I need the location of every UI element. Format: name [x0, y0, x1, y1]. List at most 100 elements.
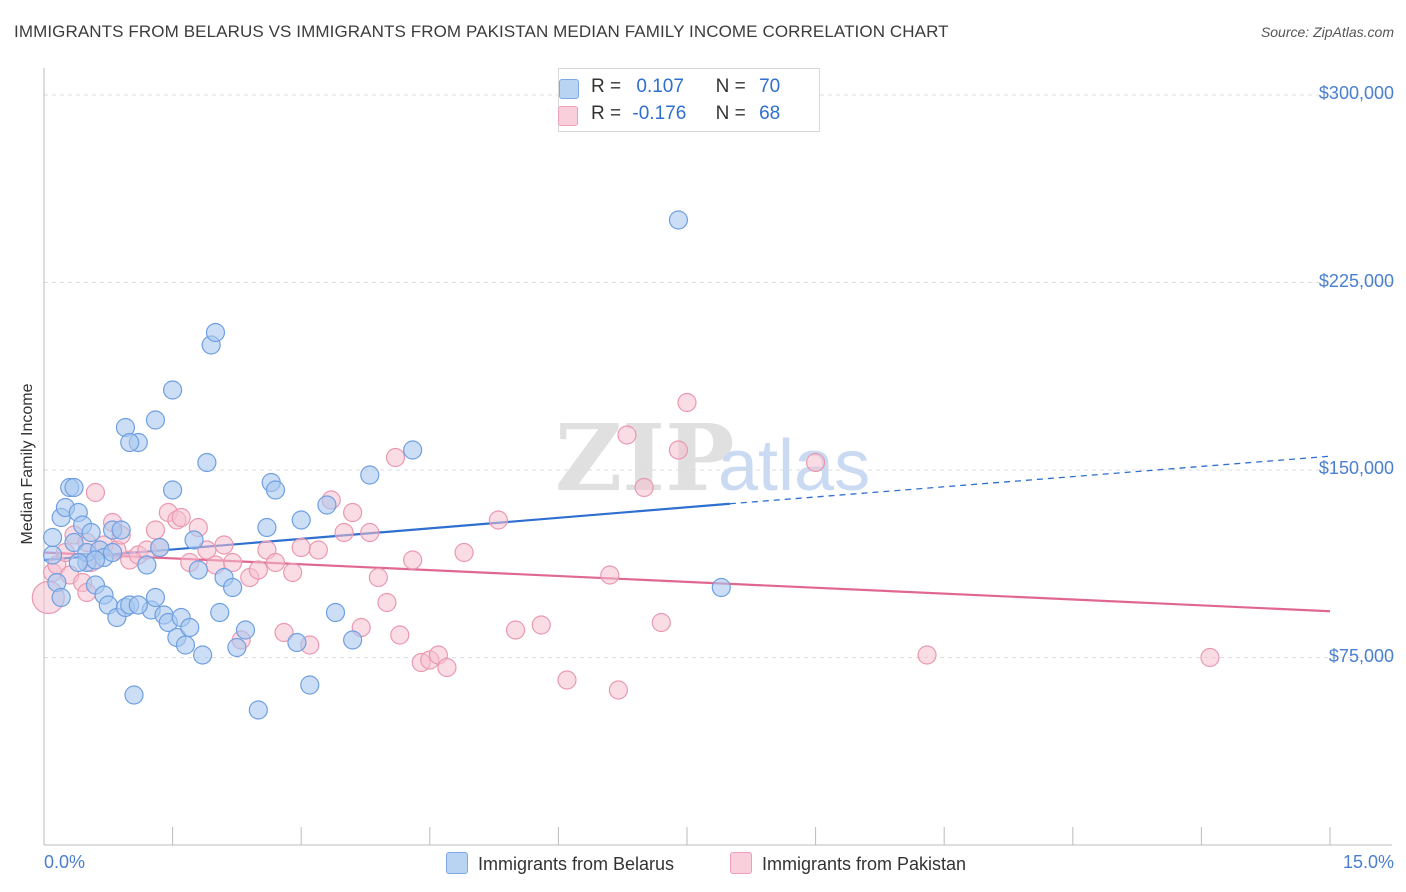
pakistan-points	[31, 392, 1220, 700]
pakistan-point	[600, 565, 620, 585]
belarus-point	[64, 532, 84, 553]
watermark-atlas: atlas	[718, 426, 870, 506]
bottom-legend-swatch-belarus	[446, 852, 468, 874]
legend-row-pakistan: R = -0.176 N = 68	[558, 103, 781, 126]
pakistan-point	[390, 625, 410, 645]
belarus-point	[102, 542, 123, 563]
belarus-point	[325, 602, 346, 623]
pakistan-point	[265, 552, 286, 573]
belarus-point	[175, 635, 196, 655]
belarus-point	[163, 380, 183, 400]
y-tick-label: $150,000	[1318, 458, 1394, 478]
pakistan-point	[437, 657, 457, 678]
pakistan-point	[617, 425, 637, 445]
legend-r-value-pakistan: -0.176	[632, 103, 687, 124]
legend-row-belarus: R = 0.107 N = 70	[559, 76, 780, 99]
belarus-point	[223, 577, 243, 598]
pakistan-point	[385, 447, 406, 468]
pakistan-point	[360, 522, 380, 543]
belarus-point	[711, 577, 731, 598]
pakistan-point	[248, 560, 268, 580]
belarus-point	[205, 322, 226, 343]
belarus-point	[235, 620, 256, 640]
pakistan-point	[283, 562, 303, 583]
x-tick-min: 0.0%	[44, 852, 86, 872]
pakistan-point	[917, 645, 937, 665]
pakistan-point	[308, 540, 328, 560]
pakistan-point	[505, 620, 526, 640]
pakistan-point	[223, 552, 243, 573]
belarus-point	[317, 495, 337, 515]
pakistan-point	[668, 440, 689, 460]
pakistan-point	[171, 507, 191, 528]
belarus-point	[300, 675, 320, 695]
bottom-legend-pakistan: Immigrants from Pakistan	[730, 852, 966, 875]
belarus-point	[360, 465, 380, 485]
belarus-points	[42, 210, 731, 720]
legend-r-label: R =	[591, 103, 622, 124]
belarus-point	[64, 477, 84, 498]
legend-swatch-pakistan	[558, 106, 578, 126]
belarus-point	[85, 550, 106, 570]
pakistan-point	[608, 680, 629, 700]
belarus-point	[227, 637, 247, 658]
belarus-point	[68, 552, 88, 573]
x-tick-max: 15.0%	[1342, 852, 1394, 872]
pakistan-point	[1200, 647, 1220, 668]
belarus-point	[403, 440, 423, 460]
bottom-legend-label-belarus: Immigrants from Belarus	[478, 854, 675, 874]
pakistan-point	[677, 392, 697, 413]
legend-n-label: N =	[715, 103, 746, 124]
pakistan-point	[368, 567, 388, 588]
bottom-legend-label-pakistan: Immigrants from Pakistan	[762, 854, 967, 874]
pakistan-point	[403, 550, 423, 570]
belarus-point	[120, 432, 140, 453]
belarus-point	[42, 545, 63, 565]
belarus-point	[197, 452, 217, 473]
pakistan-point	[343, 502, 363, 523]
bottom-legend-belarus: Immigrants from Belarus	[446, 852, 674, 875]
belarus-point	[42, 527, 63, 548]
belarus-point	[137, 555, 157, 575]
belarus-point	[248, 700, 268, 720]
pakistan-point	[805, 452, 826, 473]
legend-r-label: R =	[591, 76, 622, 97]
y-tick-label: $75,000	[1328, 645, 1394, 666]
belarus-trend-extension	[729, 455, 1331, 505]
pakistan-point	[454, 542, 474, 563]
belarus-point	[81, 522, 101, 543]
belarus-point	[668, 210, 689, 230]
belarus-point	[145, 587, 166, 608]
bottom-legend-swatch-pakistan	[730, 852, 752, 874]
pakistan-point	[651, 612, 671, 633]
belarus-point	[145, 410, 166, 430]
chart-title: IMMIGRANTS FROM BELARUS VS IMMIGRANTS FR…	[14, 22, 949, 41]
pakistan-point	[274, 622, 294, 643]
legend-r-value-belarus: 0.107	[636, 76, 684, 97]
belarus-point	[287, 632, 307, 653]
pakistan-point	[85, 482, 106, 503]
chart-source: Source: ZipAtlas.com	[1260, 24, 1394, 40]
belarus-point	[188, 560, 208, 580]
legend-n-value-pakistan: 68	[759, 103, 781, 124]
belarus-point	[257, 517, 277, 538]
belarus-point	[163, 480, 183, 500]
belarus-point	[111, 520, 131, 540]
axes	[43, 68, 1392, 846]
y-tick-label: $300,000	[1318, 83, 1394, 103]
correlation-legend: R = 0.107 N = 70 R = -0.176 N = 68	[558, 68, 820, 132]
belarus-point	[193, 645, 213, 665]
pakistan-point	[334, 522, 354, 543]
pakistan-point	[214, 535, 234, 555]
belarus-point	[184, 530, 204, 550]
pakistan-point	[291, 537, 311, 558]
belarus-point	[128, 595, 148, 615]
belarus-point	[210, 602, 230, 623]
pakistan-point	[531, 615, 551, 635]
pakistan-point	[377, 592, 397, 613]
belarus-point	[291, 510, 311, 530]
pakistan-point	[145, 520, 166, 540]
belarus-point	[150, 537, 170, 558]
pakistan-point	[488, 510, 508, 530]
